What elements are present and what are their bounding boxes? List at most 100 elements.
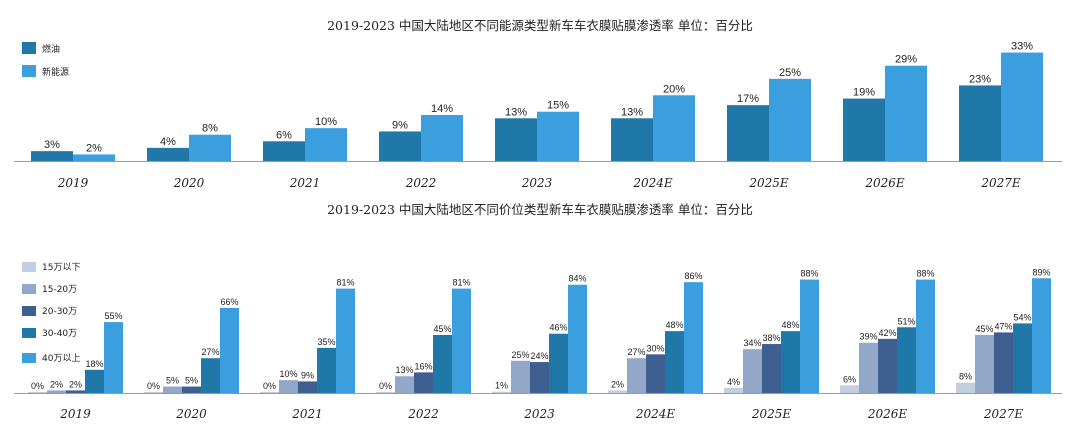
bar-20-30万-2021 [298, 381, 317, 393]
data-label-新能源-2019: 2% [86, 142, 102, 154]
legend-label-15万以下: 15万以下 [42, 263, 80, 273]
x-tick-label: 2026E [867, 407, 908, 421]
legend-swatch-燃油 [22, 42, 36, 54]
bar-燃油-2020 [147, 147, 189, 161]
bar-新能源-2023 [537, 111, 579, 161]
data-label-30-40万-2023: 46% [549, 323, 567, 333]
bar-新能源-2026E [885, 65, 927, 161]
bar-30-40万-2027E [1013, 323, 1032, 393]
data-label-15万以下-2022: 0% [379, 381, 392, 391]
data-label-燃油-2021: 6% [276, 129, 292, 141]
data-label-燃油-2024E: 13% [621, 106, 643, 118]
x-tick-label: 2023 [521, 176, 553, 190]
data-label-15万以下-2021: 0% [263, 381, 276, 391]
data-label-燃油-2022: 9% [392, 119, 408, 131]
bar-15-20万-2021 [279, 380, 298, 393]
x-tick-label: 2026E [864, 176, 905, 190]
data-label-20-30万-2025E: 38% [762, 333, 780, 343]
x-tick-label: 2019 [59, 407, 91, 421]
data-label-40万以上-2022: 81% [452, 278, 470, 288]
bar-40万以上-2020 [220, 307, 239, 393]
data-label-40万以上-2025E: 88% [800, 269, 818, 279]
bar-30-40万-2025E [781, 331, 800, 393]
x-tick-label: 2022 [405, 176, 437, 190]
bar-40万以上-2025E [800, 279, 819, 393]
bar-15万以下-2020 [144, 392, 163, 393]
data-label-30-40万-2025E: 48% [781, 320, 799, 330]
bar-15万以下-2025E [724, 387, 743, 393]
data-label-15-20万-2026E: 39% [859, 332, 877, 342]
x-tick-label: 2020 [173, 176, 205, 190]
data-label-新能源-2025E: 25% [779, 67, 801, 79]
data-label-15-20万-2022: 13% [395, 365, 413, 375]
data-label-40万以上-2020: 66% [220, 297, 238, 307]
bar-20-30万-2024E [646, 354, 665, 393]
data-label-燃油-2023: 13% [505, 106, 527, 118]
bar-新能源-2027E [1001, 52, 1043, 162]
data-label-20-30万-2026E: 42% [878, 328, 896, 338]
bar-20-30万-2025E [762, 344, 781, 393]
data-label-20-30万-2020: 5% [185, 376, 198, 386]
data-label-30-40万-2026E: 51% [897, 316, 915, 326]
bar-15万以下-2024E [608, 390, 627, 393]
data-label-新能源-2022: 14% [431, 103, 453, 115]
x-tick-label: 2022 [407, 407, 439, 421]
data-label-40万以上-2021: 81% [336, 278, 354, 288]
legend-swatch-新能源 [22, 65, 36, 77]
legend-label-新能源: 新能源 [42, 66, 69, 78]
x-tick-label: 2024E [632, 176, 673, 190]
data-label-15-20万-2027E: 45% [975, 324, 993, 334]
x-tick-label: 2025E [751, 407, 792, 421]
data-label-40万以上-2027E: 89% [1032, 267, 1050, 277]
legend-swatch-20-30万 [22, 306, 36, 316]
data-label-新能源-2021: 10% [315, 116, 337, 128]
data-label-40万以上-2019: 55% [104, 311, 122, 321]
data-label-20-30万-2019: 2% [69, 379, 82, 389]
bar-15万以下-2026E [840, 385, 859, 393]
bar-20-30万-2023 [530, 362, 549, 393]
bar-燃油-2026E [843, 98, 885, 161]
bar-40万以上-2024E [684, 282, 703, 393]
x-tick-label: 2019 [57, 176, 89, 190]
data-label-燃油-2020: 4% [160, 136, 176, 148]
bar-燃油-2025E [727, 105, 769, 161]
bar-15-20万-2024E [627, 358, 646, 393]
x-tick-label: 2027E [980, 176, 1021, 190]
x-tick-label: 2020 [175, 407, 207, 421]
bar-燃油-2019 [31, 151, 73, 161]
bar-15万以下-2023 [492, 391, 511, 393]
data-label-15万以下-2026E: 6% [843, 374, 856, 384]
data-label-15万以下-2020: 0% [147, 381, 160, 391]
x-tick-label: 2021 [291, 407, 323, 421]
bar-40万以上-2022 [452, 288, 471, 393]
bar-15-20万-2023 [511, 360, 530, 393]
data-label-燃油-2026E: 19% [853, 87, 875, 99]
bar-30-40万-2021 [317, 347, 336, 393]
data-label-30-40万-2024E: 48% [665, 320, 683, 330]
data-label-15-20万-2023: 25% [511, 350, 529, 360]
data-label-15-20万-2024E: 27% [627, 347, 645, 357]
data-label-新能源-2024E: 20% [663, 83, 685, 95]
data-label-40万以上-2026E: 88% [916, 269, 934, 279]
bar-15万以下-2021 [260, 392, 279, 393]
data-label-20-30万-2027E: 47% [994, 321, 1012, 331]
data-label-20-30万-2023: 24% [530, 351, 548, 361]
data-label-燃油-2019: 3% [44, 139, 60, 151]
data-label-燃油-2027E: 23% [969, 73, 991, 85]
bar-15万以下-2019 [28, 392, 47, 393]
chart-title: 2019-2023 中国大陆地区不同价位类型新车车衣膜贴膜渗透率 单位：百分比 [327, 202, 753, 217]
bar-20-30万-2026E [878, 338, 897, 393]
data-label-15万以下-2019: 0% [31, 381, 44, 391]
data-label-40万以上-2024E: 86% [684, 271, 702, 281]
bar-燃油-2024E [611, 118, 653, 161]
legend-label-30-40万: 30-40万 [42, 329, 77, 339]
legend-swatch-40万以上 [22, 353, 36, 363]
bar-15万以下-2022 [376, 392, 395, 393]
bar-15万以下-2027E [956, 382, 975, 393]
bar-15-20万-2025E [743, 349, 762, 393]
data-label-15万以下-2023: 1% [495, 381, 508, 391]
legend-label-燃油: 燃油 [42, 43, 60, 55]
bar-30-40万-2019 [85, 369, 104, 393]
x-tick-label: 2021 [289, 176, 321, 190]
